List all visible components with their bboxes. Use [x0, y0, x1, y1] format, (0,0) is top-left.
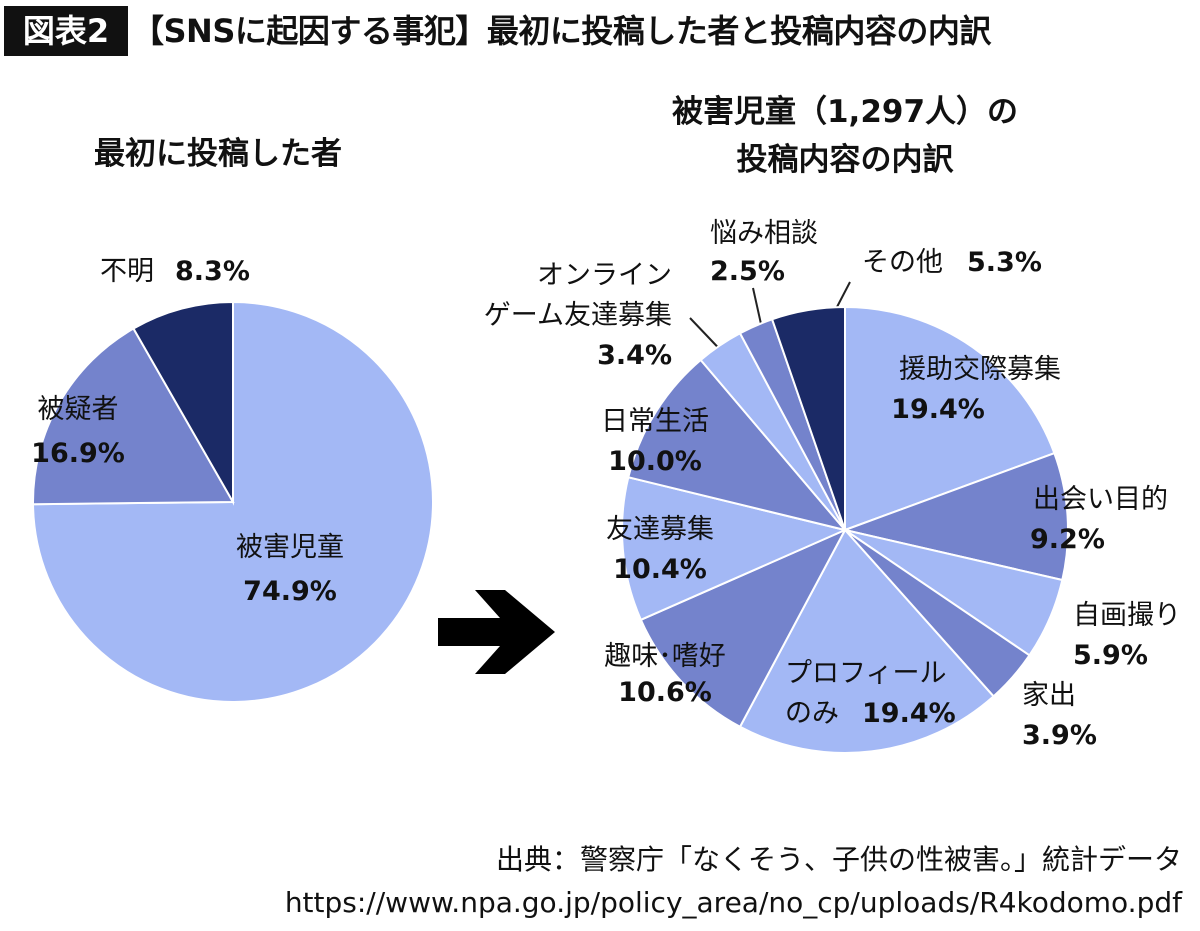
- pie-slice: [132, 300, 234, 506]
- pie-slice: [627, 358, 848, 532]
- value-label: 3.4%: [597, 340, 672, 371]
- slice-label: 被害児童: [236, 532, 344, 563]
- value-label: 8.3%: [175, 256, 250, 287]
- pie-slice: [770, 305, 846, 531]
- pie-slice: [31, 300, 434, 703]
- value-label: 10.6%: [618, 677, 712, 708]
- source-url: https://www.npa.go.jp/policy_area/no_cp/…: [284, 886, 1182, 919]
- value-label: 9.2%: [1030, 524, 1105, 555]
- value-label: 19.4%: [891, 394, 985, 425]
- slice-label: 友達募集: [606, 514, 714, 545]
- value-label: 2.5%: [710, 256, 785, 287]
- value-label: 74.9%: [243, 576, 337, 607]
- value-label: 10.0%: [608, 446, 702, 477]
- value-label: 19.4%: [862, 698, 956, 729]
- pie-title: 最初に投稿した者: [94, 136, 342, 172]
- arrow: [438, 590, 555, 674]
- value-label: 10.4%: [613, 554, 707, 585]
- pie-title: 被害児童（1,297人）の: [671, 94, 1019, 130]
- slice-label: 日常生活: [601, 406, 709, 437]
- badge: 図表2: [4, 6, 128, 56]
- slice-label: 自画撮り: [1073, 600, 1181, 631]
- slice-label: 被疑者: [37, 394, 119, 425]
- value-label: 16.9%: [31, 438, 125, 469]
- slice-label: オンライン ゲーム友達募集: [483, 260, 672, 331]
- slice-label: その他: [862, 247, 943, 278]
- slice-label: 出会い目的: [1033, 484, 1168, 515]
- slice-label: 趣味･嗜好: [604, 641, 726, 672]
- value-label: 5.9%: [1073, 640, 1148, 671]
- pie-slice: [844, 305, 1056, 532]
- pie-slice: [738, 528, 995, 754]
- pie-slice: [32, 327, 235, 506]
- pie-title: 投稿内容の内訳: [736, 142, 954, 178]
- value-label: 5.3%: [967, 247, 1042, 278]
- slice-label: プロフィール のみ: [785, 658, 947, 729]
- pie-slice: [639, 527, 848, 729]
- pie-slice: [841, 451, 1069, 582]
- slice-label: 家出: [1022, 680, 1076, 711]
- title: 【SNSに起因する事犯】最初に投稿した者と投稿内容の内訳: [132, 12, 991, 50]
- slice-label: 悩み相談: [710, 218, 818, 249]
- slice-label: 援助交際募集: [899, 354, 1061, 385]
- pie-slice: [621, 476, 849, 622]
- value-label: 3.9%: [1022, 720, 1097, 751]
- source: 出典：警察庁「なくそう、子供の性被害。」統計データ: [495, 843, 1182, 876]
- slice-label: 不明: [100, 256, 154, 287]
